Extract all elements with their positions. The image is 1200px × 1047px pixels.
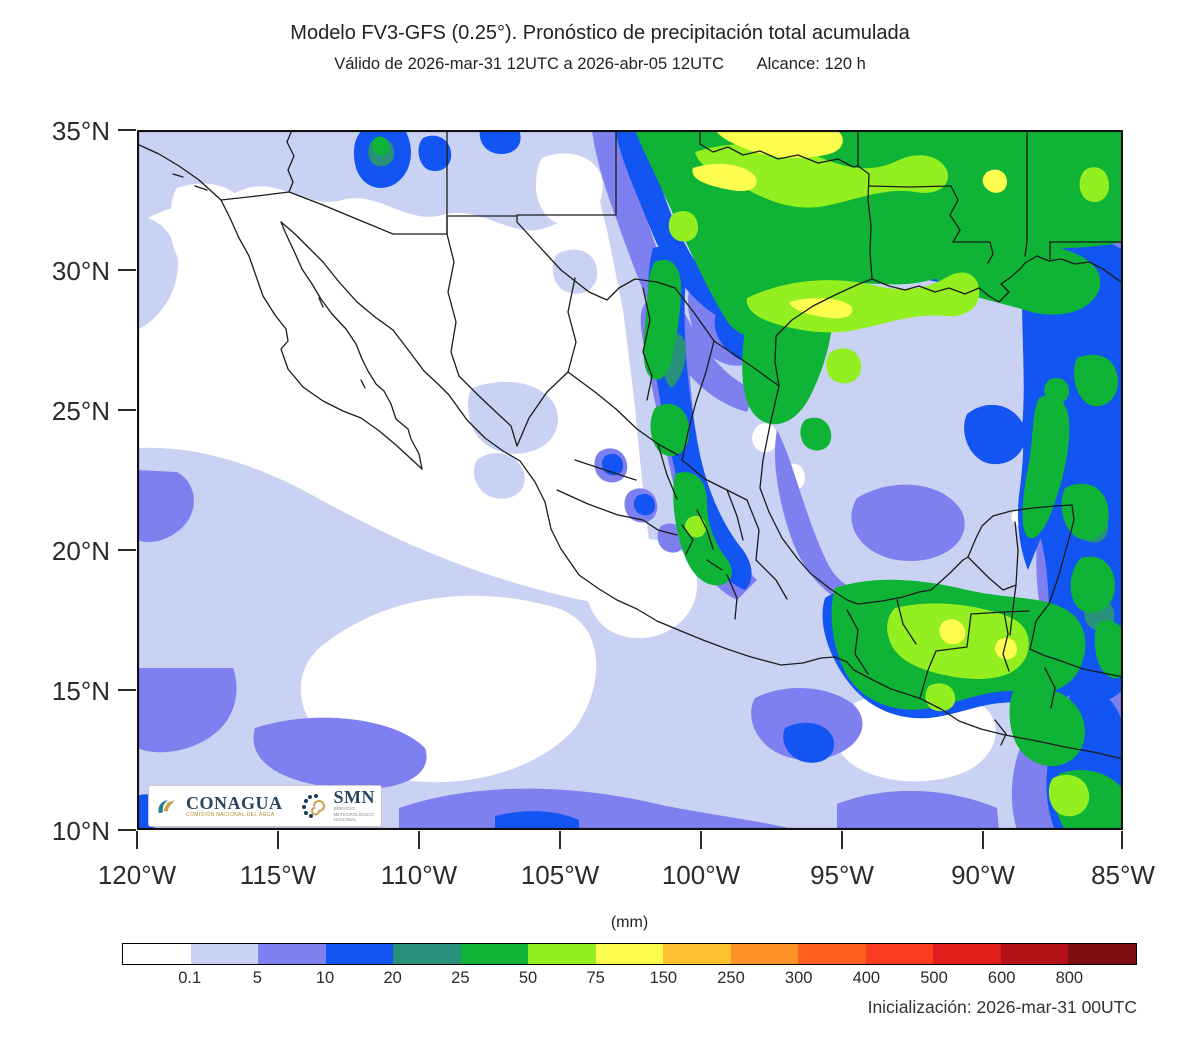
lat-tick bbox=[118, 409, 136, 411]
lat-label-20n: 20°N bbox=[51, 536, 110, 566]
smn-logo: SMN SERVICIO METEOROLÓGICO NACIONAL bbox=[299, 787, 376, 823]
reach-text: Alcance: 120 h bbox=[756, 55, 866, 73]
colorbar-cell bbox=[325, 944, 394, 964]
lat-label-15n: 15°N bbox=[51, 676, 110, 706]
colorbar-tick-label: 300 bbox=[784, 969, 813, 987]
colorbar-cells bbox=[122, 943, 1137, 965]
colorbar-cell bbox=[460, 944, 529, 964]
map-canvas bbox=[137, 130, 1123, 830]
page-subtitle: Válido de 2026-mar-31 12UTC a 2026-abr-0… bbox=[0, 55, 1200, 74]
colorbar-cell bbox=[258, 944, 326, 964]
conagua-name: CONAGUA bbox=[186, 792, 283, 813]
lon-label-95w: 95°W bbox=[810, 860, 874, 890]
lat-label-10n: 10°N bbox=[51, 816, 110, 846]
lon-tick bbox=[418, 831, 420, 849]
colorbar-tick-label: 600 bbox=[987, 969, 1016, 987]
colorbar-cell bbox=[730, 944, 799, 964]
lat-label-30n: 30°N bbox=[51, 256, 110, 286]
smn-icon bbox=[299, 793, 329, 819]
lat-tick bbox=[118, 829, 136, 831]
lat-tick bbox=[118, 129, 136, 131]
lon-tick bbox=[136, 831, 138, 849]
colorbar-tick-label: 75 bbox=[586, 969, 605, 987]
lat-label-35n: 35°N bbox=[51, 116, 110, 146]
lon-label-115w: 115°W bbox=[239, 860, 317, 890]
colorbar-tick-label: 25 bbox=[451, 969, 470, 987]
colorbar-tick-label: 800 bbox=[1055, 969, 1084, 987]
colorbar-tick-label: 150 bbox=[649, 969, 678, 987]
colorbar-tick-label: 250 bbox=[717, 969, 745, 987]
lon-tick bbox=[982, 831, 984, 849]
conagua-icon bbox=[155, 793, 181, 819]
precipitation-map: CONAGUA COMISIÓN NACIONAL DEL AGUA bbox=[137, 130, 1123, 830]
colorbar-tick-label: 5 bbox=[252, 969, 262, 987]
smn-name: SMN bbox=[333, 787, 375, 808]
lat-tick bbox=[118, 689, 136, 691]
colorbar-tick-label: 500 bbox=[920, 969, 948, 987]
colorbar-cell bbox=[663, 944, 731, 964]
precip-yellow bbox=[692, 130, 1018, 660]
lon-label-85w: 85°W bbox=[1091, 860, 1155, 890]
lon-label-100w: 100°W bbox=[661, 860, 741, 890]
colorbar-units-label: (mm) bbox=[610, 914, 649, 931]
conagua-logo: CONAGUA COMISIÓN NACIONAL DEL AGUA bbox=[155, 793, 283, 819]
colorbar-cell bbox=[865, 944, 934, 964]
colorbar-cell bbox=[393, 944, 461, 964]
precip-chartreuse bbox=[668, 144, 1110, 817]
colorbar-cell bbox=[1000, 944, 1069, 964]
colorbar-tick-label: 400 bbox=[852, 969, 881, 987]
colorbar-tick-label: 20 bbox=[383, 969, 402, 987]
smn-tagline-3: NACIONAL bbox=[333, 817, 357, 823]
map-borders bbox=[137, 130, 1123, 760]
lon-tick bbox=[841, 831, 843, 849]
map-frame bbox=[137, 130, 1123, 830]
page-title: Modelo FV3-GFS (0.25°). Pronóstico de pr… bbox=[290, 22, 910, 44]
lat-tick bbox=[118, 269, 136, 271]
lon-label-90w: 90°W bbox=[951, 860, 1015, 890]
colorbar-cell bbox=[190, 944, 259, 964]
lon-tick bbox=[277, 831, 279, 849]
logo-box: CONAGUA COMISIÓN NACIONAL DEL AGUA bbox=[148, 785, 382, 827]
smn-tagline-1: SERVICIO bbox=[333, 806, 355, 812]
conagua-tagline: COMISIÓN NACIONAL DEL AGUA bbox=[186, 811, 275, 818]
lon-label-105w: 105°W bbox=[520, 860, 600, 890]
lat-label-25n: 25°N bbox=[51, 396, 110, 426]
colorbar-cell bbox=[933, 944, 1001, 964]
lat-tick bbox=[118, 549, 136, 551]
lon-label-120w: 120°W bbox=[97, 860, 177, 890]
colorbar-tick-label: 50 bbox=[518, 969, 538, 987]
lon-label-110w: 110°W bbox=[380, 860, 458, 890]
valid-range-text: Válido de 2026-mar-31 12UTC a 2026-abr-0… bbox=[334, 55, 725, 73]
colorbar-cell bbox=[123, 944, 191, 964]
smn-tagline-2: METEOROLÓGICO bbox=[333, 811, 374, 817]
colorbar-cell bbox=[595, 944, 664, 964]
colorbar-cell bbox=[798, 944, 866, 964]
colorbar-cell bbox=[1068, 944, 1136, 964]
lon-tick bbox=[700, 831, 702, 849]
lon-tick bbox=[1121, 831, 1123, 849]
colorbar-cell bbox=[528, 944, 596, 964]
colorbar-tick-label: 10 bbox=[315, 969, 335, 987]
colorbar-labels: 0.1 5 10 20 25 50 75 150 250 300 400 500… bbox=[122, 969, 1137, 993]
colorbar-tick-label: 0.1 bbox=[178, 969, 202, 987]
lon-tick bbox=[559, 831, 561, 849]
initialization-text: Inicialización: 2026-mar-31 00UTC bbox=[867, 997, 1137, 1017]
